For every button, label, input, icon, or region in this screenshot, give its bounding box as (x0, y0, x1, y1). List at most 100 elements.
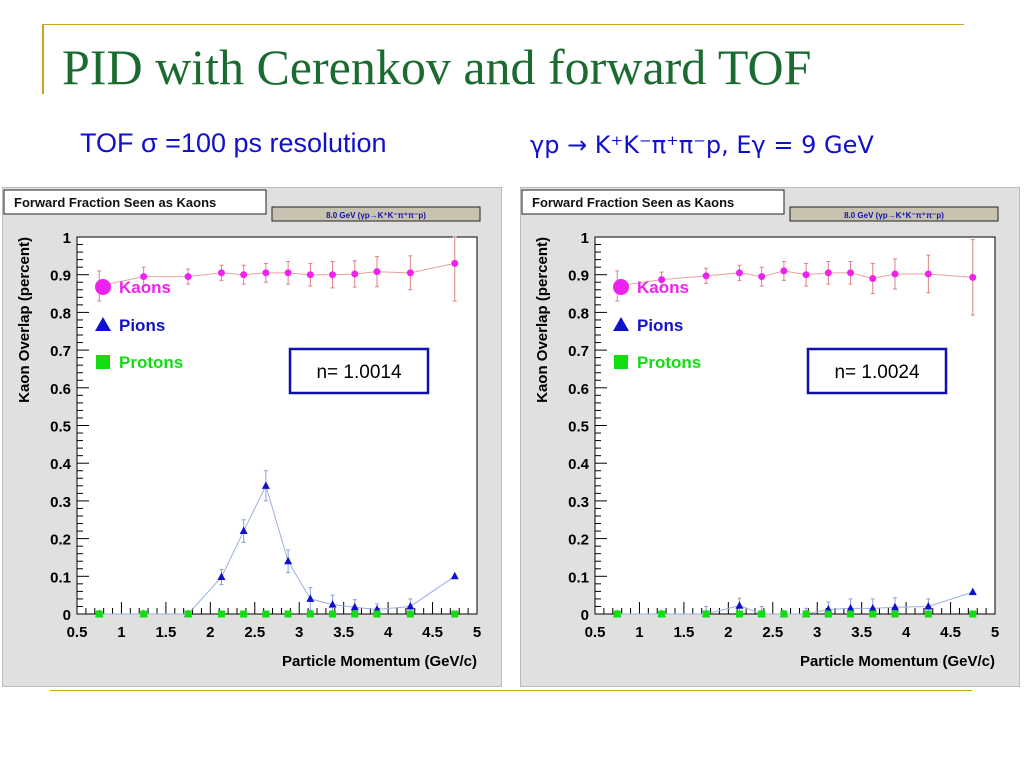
x-tick-label: 5 (473, 624, 481, 641)
protons-point (869, 610, 877, 618)
chart-panel-right: Forward Fraction Seen as Kaons 8.0 GeV (γ… (519, 186, 1021, 688)
kaons-point (329, 271, 337, 279)
x-tick-label: 1.5 (155, 624, 176, 641)
protons-legend-marker (614, 355, 628, 369)
protons-point (140, 610, 148, 618)
protons-point (184, 610, 192, 618)
kaons-point (373, 268, 381, 276)
protons-point (217, 610, 225, 618)
y-axis-label: Kaon Overlap (percent) (534, 237, 551, 403)
x-axis-label: Particle Momentum (GeV/c) (282, 653, 477, 670)
x-tick-label: 3.5 (333, 624, 354, 641)
x-tick-label: 0.5 (585, 624, 606, 641)
y-tick-label: 0.4 (50, 456, 72, 473)
y-tick-label: 1 (581, 230, 589, 247)
protons-point (451, 610, 459, 618)
chart-panel-left: Forward Fraction Seen as Kaons 8.0 GeV (γ… (1, 186, 503, 688)
subtitle-reaction: γp → K⁺K⁻π⁺π⁻p, Eγ = 9 GeV (530, 131, 874, 159)
subtitle-tof-resolution: TOF σ =100 ps resolution (80, 128, 387, 158)
y-tick-label: 0.9 (50, 268, 71, 285)
plot-area (76, 236, 478, 615)
kaons-point (658, 276, 666, 284)
x-tick-label: 1 (635, 624, 643, 641)
kaons-point (702, 272, 710, 280)
protons-point (969, 610, 977, 618)
left-accent-line (42, 24, 44, 94)
y-tick-label: 0.3 (50, 494, 71, 511)
x-tick-label: 5 (991, 624, 999, 641)
kaons-point (891, 270, 899, 278)
kaons-point (284, 269, 292, 277)
pions-point (968, 587, 977, 596)
y-tick-label: 0.4 (568, 456, 590, 473)
y-tick-label: 0.8 (568, 305, 589, 322)
protons-point (824, 610, 832, 618)
protons-legend-label: Protons (119, 353, 183, 372)
kaons-point (758, 273, 766, 281)
x-tick-label: 3 (813, 624, 821, 641)
y-tick-label: 0.3 (568, 494, 589, 511)
chart-title: Forward Fraction Seen as Kaons (532, 195, 734, 210)
kaons-point (780, 267, 788, 275)
protons-point (847, 610, 855, 618)
plot-area (594, 236, 996, 615)
pions-point (217, 572, 226, 581)
stats-label-box (271, 206, 481, 222)
y-tick-label: 0.7 (50, 343, 71, 360)
kaons-legend-marker (613, 279, 629, 295)
x-tick-label: 0.5 (67, 624, 88, 641)
protons-point (262, 610, 270, 618)
protons-point (284, 610, 292, 618)
kaons-legend-label: Kaons (119, 278, 171, 297)
protons-point (351, 610, 359, 618)
x-tick-label: 4 (384, 624, 393, 641)
x-tick-label: 1.5 (673, 624, 694, 641)
y-tick-label: 0.6 (568, 381, 589, 398)
kaons-legend-label: Kaons (637, 278, 689, 297)
pions-point (406, 601, 415, 610)
y-tick-label: 1 (63, 230, 71, 247)
refractive-index-box (288, 347, 430, 395)
x-tick-label: 3.5 (851, 624, 872, 641)
protons-point (406, 610, 414, 618)
kaons-point (351, 270, 359, 278)
bottom-accent-line (50, 690, 972, 691)
x-tick-label: 4 (902, 624, 911, 641)
pions-point (891, 602, 899, 611)
y-tick-label: 0.7 (568, 343, 589, 360)
x-tick-label: 4.5 (422, 624, 443, 641)
kaons-point (406, 269, 414, 277)
protons-point (802, 610, 810, 618)
chart-title-box (521, 189, 785, 215)
y-tick-label: 0.5 (50, 419, 71, 436)
y-tick-label: 0.8 (50, 305, 71, 322)
protons-point (735, 610, 743, 618)
refractive-index-label: n= 1.0024 (834, 362, 919, 383)
x-tick-label: 2.5 (244, 624, 265, 641)
protons-point (924, 610, 932, 618)
x-axis-label: Particle Momentum (GeV/c) (800, 653, 995, 670)
pions-legend-label: Pions (637, 316, 683, 335)
pions-point (450, 571, 459, 580)
pions-point (924, 601, 933, 610)
chart-right-svg: Forward Fraction Seen as Kaons 8.0 GeV (γ… (519, 186, 1021, 688)
protons-point (373, 610, 381, 618)
y-tick-label: 0.1 (568, 569, 589, 586)
x-tick-label: 1 (117, 624, 125, 641)
y-tick-label: 0.6 (50, 381, 71, 398)
y-tick-label: 0.1 (50, 569, 71, 586)
pions-point (328, 600, 337, 608)
protons-point (613, 610, 621, 618)
chart-title: Forward Fraction Seen as Kaons (14, 195, 216, 210)
kaons-point (451, 259, 459, 267)
pions-legend-label: Pions (119, 316, 165, 335)
pions-point (306, 594, 315, 602)
pions-point (239, 526, 248, 535)
y-tick-label: 0 (581, 607, 589, 624)
slide-title: PID with Cerenkov and forward TOF (62, 39, 812, 95)
pions-point (735, 601, 744, 609)
protons-legend-marker (96, 355, 110, 369)
top-accent-line (42, 24, 964, 25)
protons-point (329, 610, 337, 618)
protons-point (658, 610, 666, 618)
